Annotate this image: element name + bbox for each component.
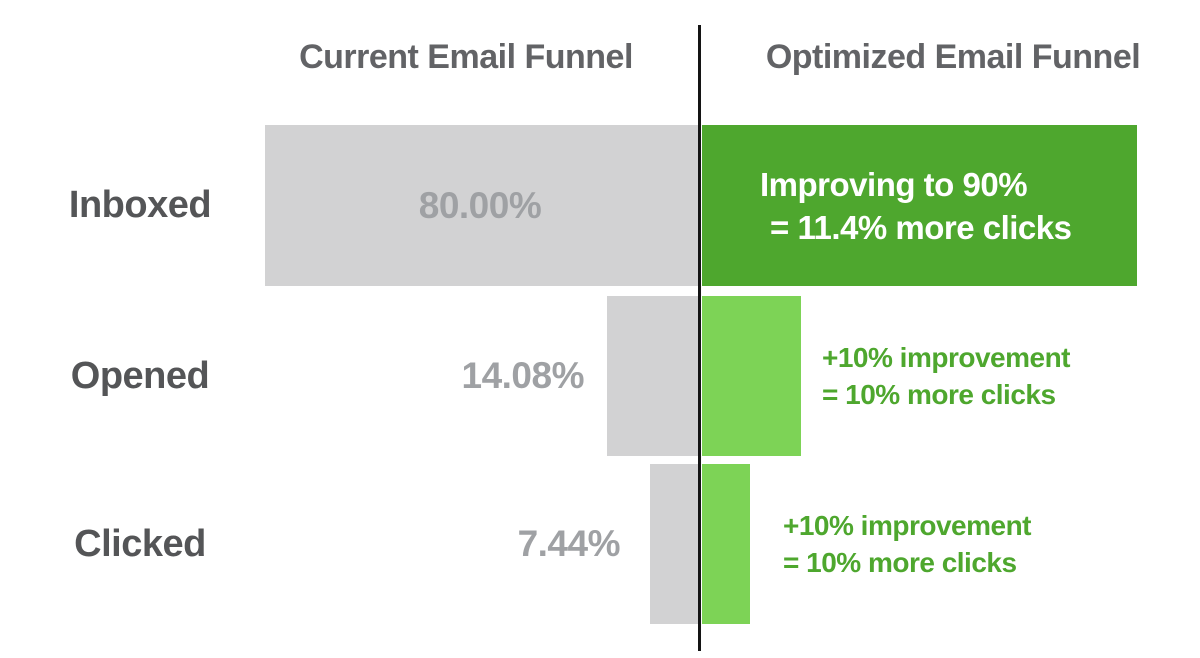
annotation-clicked: +10% improvement = 10% more clicks — [783, 464, 1032, 624]
optimized-inboxed-line1: Improving to 90% — [760, 165, 1028, 203]
bar-optimized-clicked — [702, 464, 750, 624]
bar-optimized-inboxed: Improving to 90% = 11.4% more clicks — [702, 125, 1137, 286]
row-label-inboxed: Inboxed — [68, 184, 212, 226]
bar-current-clicked — [650, 464, 699, 624]
header-optimized-funnel: Optimized Email Funnel — [765, 38, 1141, 76]
annotation-opened: +10% improvement = 10% more clicks — [822, 296, 1071, 456]
header-current-funnel: Current Email Funnel — [299, 38, 633, 76]
center-divider-line — [698, 25, 701, 651]
bar-current-opened — [607, 296, 699, 456]
annotation-clicked-line1: +10% improvement — [783, 510, 1032, 541]
value-current-clicked: 7.44% — [517, 523, 621, 564]
row-label-clicked: Clicked — [74, 522, 206, 565]
value-current-inboxed: 80.00% — [418, 184, 542, 226]
value-current-opened: 14.08% — [461, 355, 585, 396]
row-label-opened: Opened — [70, 354, 210, 397]
optimized-inboxed-line2: = 11.4% more clicks — [770, 208, 1072, 246]
annotation-opened-line2: = 10% more clicks — [822, 379, 1056, 410]
bar-current-inboxed — [265, 125, 699, 286]
annotation-clicked-line2: = 10% more clicks — [783, 547, 1017, 578]
annotation-opened-line1: +10% improvement — [822, 342, 1071, 373]
bar-optimized-opened — [702, 296, 801, 456]
